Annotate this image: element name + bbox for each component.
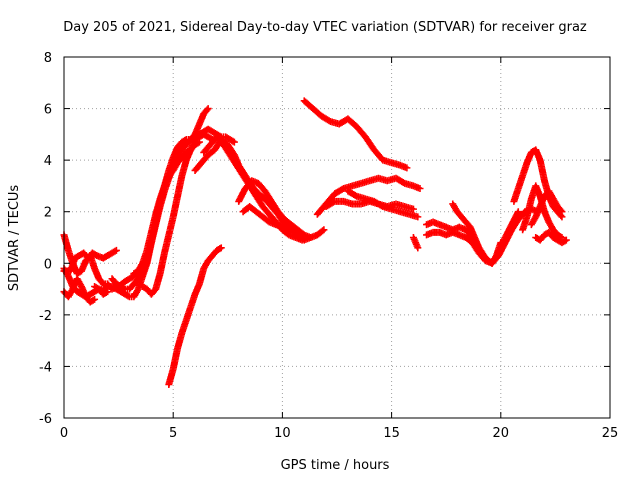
x-tick-label: 10 bbox=[274, 426, 291, 441]
y-tick-label: 6 bbox=[44, 103, 52, 118]
data-point bbox=[124, 292, 132, 300]
y-tick-label: -6 bbox=[39, 412, 52, 427]
data-point bbox=[414, 213, 422, 221]
data-point bbox=[514, 208, 522, 216]
data-point bbox=[377, 202, 385, 210]
chart-title: Day 205 of 2021, Sidereal Day-to-day VTE… bbox=[63, 20, 587, 35]
series-track-24 bbox=[527, 187, 566, 229]
data-point bbox=[409, 205, 417, 213]
y-tick-label: -2 bbox=[39, 309, 52, 324]
series-track-17 bbox=[344, 187, 422, 221]
data-point bbox=[230, 138, 238, 146]
data-point bbox=[307, 234, 315, 241]
data-point bbox=[403, 164, 411, 172]
series-track-9 bbox=[165, 244, 225, 388]
data-point bbox=[399, 178, 407, 186]
data-point bbox=[98, 279, 106, 287]
data-point bbox=[416, 185, 424, 193]
x-tick-label: 15 bbox=[383, 426, 400, 441]
data-point bbox=[497, 239, 505, 247]
data-point bbox=[112, 246, 120, 254]
y-axis-label: SDTVAR / TECUs bbox=[7, 185, 22, 292]
data-point bbox=[329, 198, 337, 206]
data-point bbox=[351, 191, 359, 199]
data-point bbox=[102, 283, 110, 291]
series-track-18 bbox=[409, 234, 422, 252]
data-point bbox=[93, 284, 101, 292]
x-axis-label: GPS time / hours bbox=[281, 458, 390, 473]
data-point bbox=[320, 226, 328, 234]
y-tick-label: 4 bbox=[44, 154, 52, 169]
data-point bbox=[229, 137, 237, 145]
data-point bbox=[204, 105, 212, 113]
data-point bbox=[298, 231, 306, 239]
data-point bbox=[319, 227, 327, 235]
series-track-13 bbox=[239, 203, 306, 239]
data-point bbox=[562, 236, 570, 244]
plot-frame bbox=[63, 56, 611, 419]
data-point bbox=[91, 295, 99, 303]
data-point bbox=[120, 284, 128, 292]
grid bbox=[64, 57, 610, 418]
y-tick-label: 2 bbox=[44, 206, 52, 221]
data-point bbox=[338, 185, 346, 193]
axis-ticks: 0 5 10 15 20 25 -6 -4 -2 0 2 4 6 8 bbox=[39, 51, 618, 441]
y-tick-label: 8 bbox=[44, 51, 52, 66]
data-point bbox=[414, 244, 422, 252]
series-track-14 bbox=[300, 97, 411, 172]
x-tick-label: 0 bbox=[60, 426, 68, 441]
data-point bbox=[89, 296, 97, 304]
data-point bbox=[203, 106, 211, 114]
x-tick-label: 25 bbox=[602, 426, 619, 441]
data-point bbox=[111, 247, 119, 255]
x-tick-label: 5 bbox=[169, 426, 177, 441]
data-point bbox=[216, 245, 224, 253]
data-layer bbox=[60, 97, 570, 388]
y-tick-label: -4 bbox=[39, 360, 52, 375]
data-point bbox=[557, 206, 565, 214]
series-track-21 bbox=[449, 200, 505, 267]
y-tick-label: 0 bbox=[44, 257, 52, 272]
data-point bbox=[217, 244, 225, 252]
data-point bbox=[325, 117, 333, 125]
series-track-25 bbox=[532, 228, 570, 247]
data-point bbox=[561, 237, 569, 245]
x-tick-label: 20 bbox=[493, 426, 510, 441]
data-point bbox=[558, 208, 566, 216]
series-track-2 bbox=[60, 246, 120, 275]
